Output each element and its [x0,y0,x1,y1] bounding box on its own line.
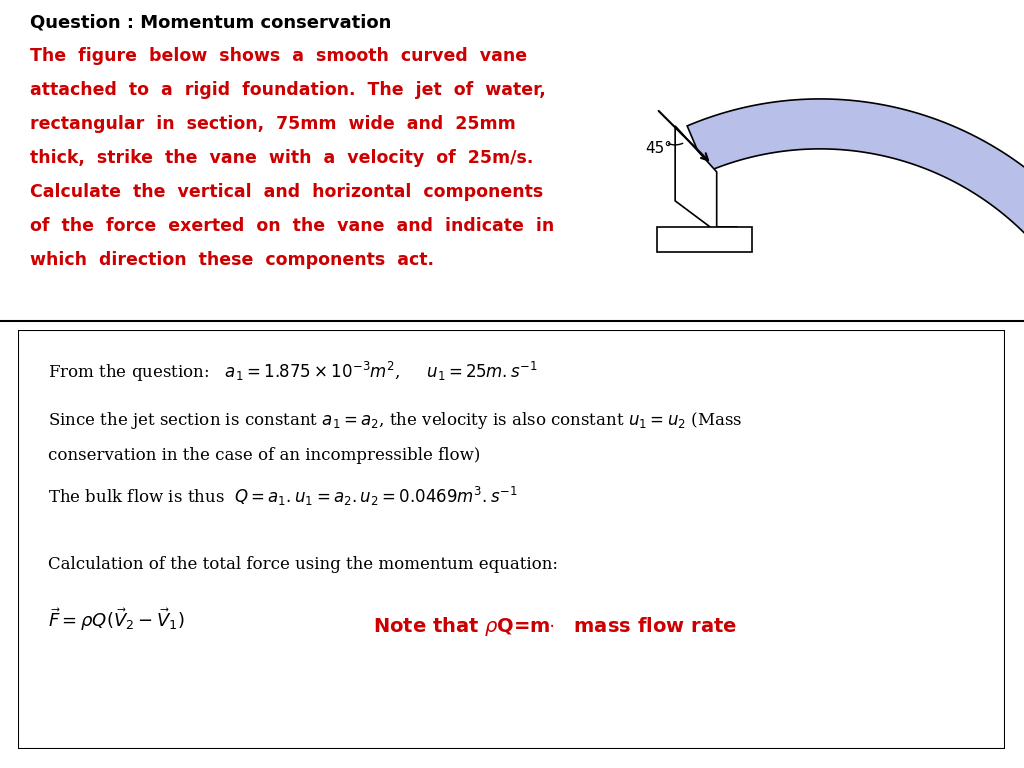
Text: From the question:   $a_1 = 1.875\times10^{-3}m^2$,     $u_1 = 25m.s^{-1}$: From the question: $a_1 = 1.875\times10^… [48,359,538,384]
Text: Calculate  the  vertical  and  horizontal  components: Calculate the vertical and horizontal co… [30,183,544,201]
Text: of  the  force  exerted  on  the  vane  and  indicate  in: of the force exerted on the vane and ind… [30,217,554,235]
Text: attached  to  a  rigid  foundation.  The  jet  of  water,: attached to a rigid foundation. The jet … [30,81,546,99]
Text: Since the jet section is constant $a_1=a_2$, the velocity is also constant $u_1=: Since the jet section is constant $a_1=a… [48,410,742,431]
Text: Calculation of the total force using the momentum equation:: Calculation of the total force using the… [48,556,558,573]
Polygon shape [687,99,1024,339]
Text: Question : Momentum conservation: Question : Momentum conservation [30,14,391,32]
Text: The bulk flow is thus  $Q = a_1.u_1 = a_2.u_2 = 0.0469m^3.s^{-1}$: The bulk flow is thus $Q = a_1.u_1 = a_2… [48,485,518,508]
Text: 45°: 45° [645,141,672,156]
Polygon shape [657,227,752,252]
Text: Note that $\rho$Q=m$\dot{\,}$   mass flow rate: Note that $\rho$Q=m$\dot{\,}$ mass flow … [374,615,737,638]
Text: The  figure  below  shows  a  smooth  curved  vane: The figure below shows a smooth curved v… [30,47,527,65]
Text: thick,  strike  the  vane  with  a  velocity  of  25m/s.: thick, strike the vane with a velocity o… [30,149,534,167]
Polygon shape [675,126,736,247]
Text: conservation in the case of an incompressible flow): conservation in the case of an incompres… [48,448,480,465]
Text: $\vec{F} = \rho Q(\vec{V}_2 - \vec{V}_1)$: $\vec{F} = \rho Q(\vec{V}_2 - \vec{V}_1)… [48,607,184,634]
Text: which  direction  these  components  act.: which direction these components act. [30,251,434,269]
Text: rectangular  in  section,  75mm  wide  and  25mm: rectangular in section, 75mm wide and 25… [30,115,516,133]
FancyBboxPatch shape [18,330,1005,749]
